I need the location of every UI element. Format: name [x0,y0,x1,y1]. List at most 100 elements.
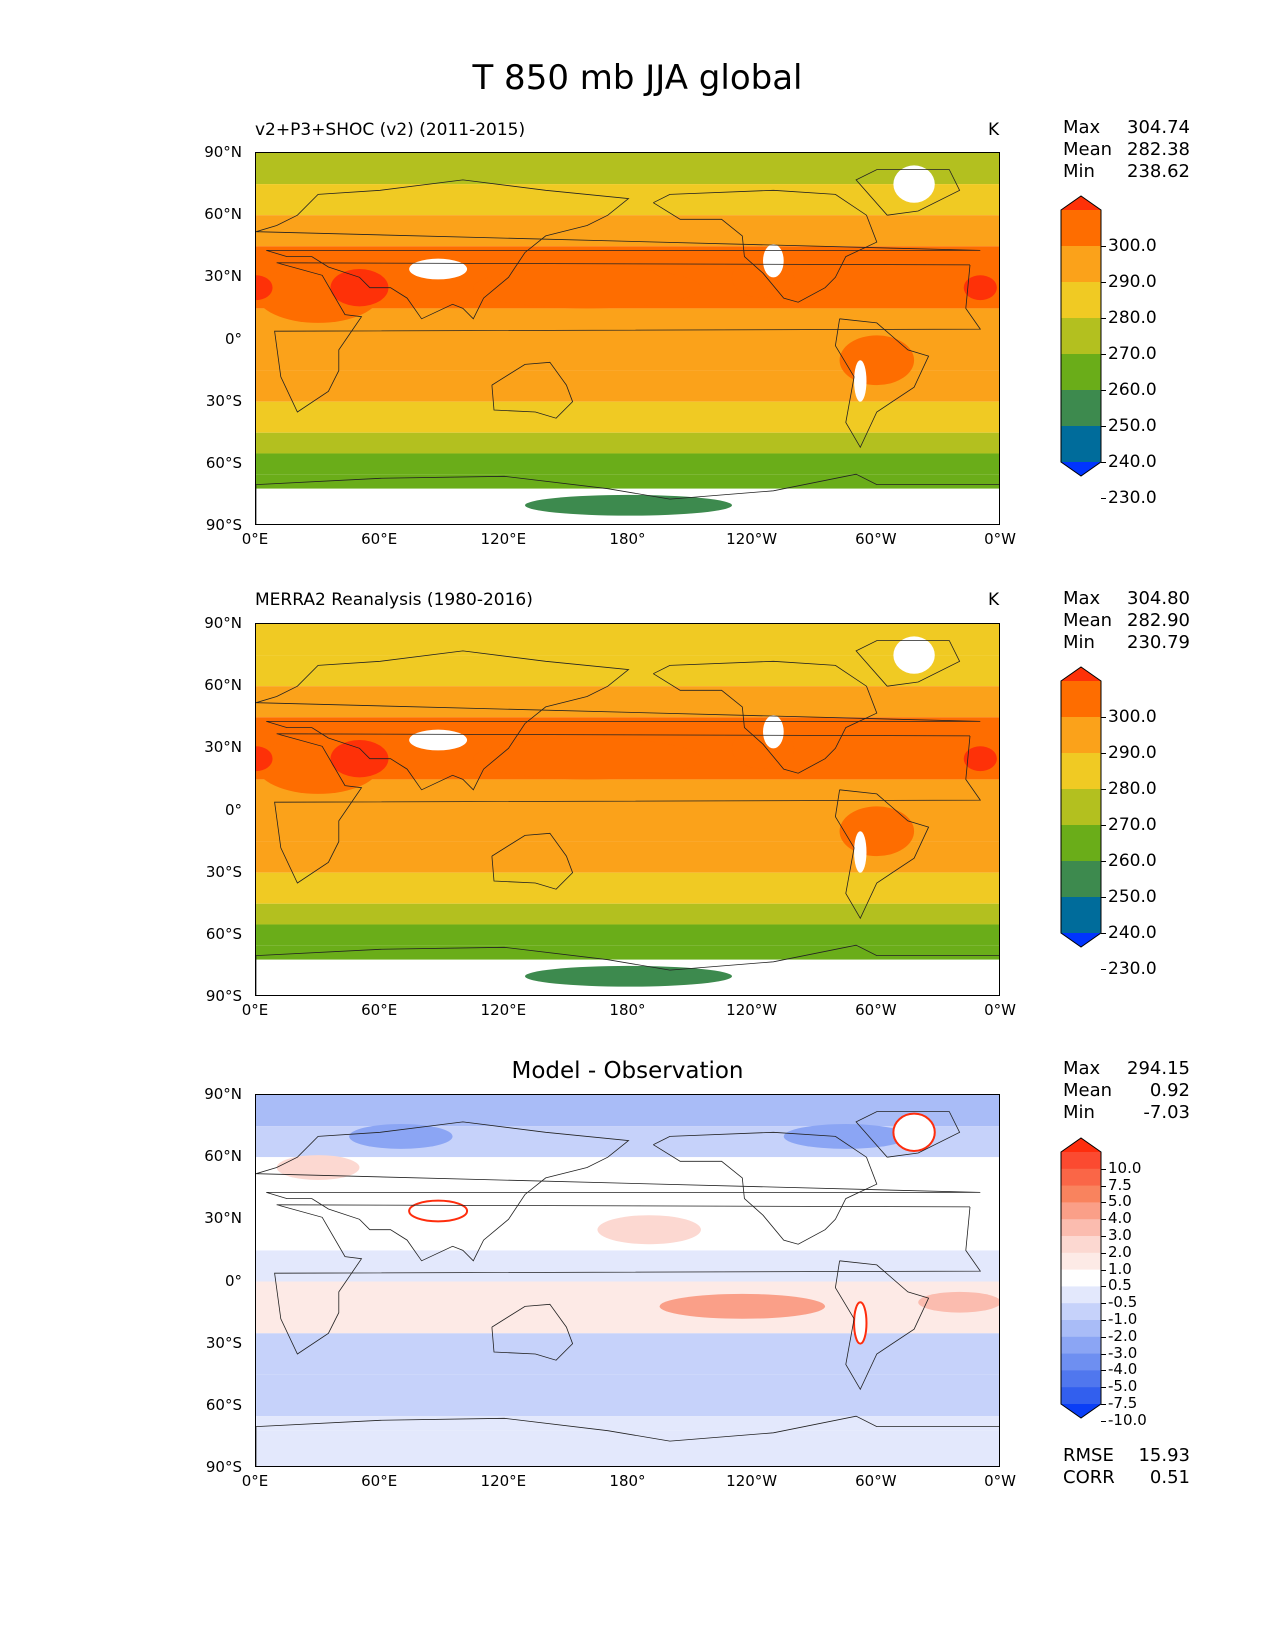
colorbar-segment [1061,282,1101,319]
hot-region-west-africa-east [963,746,997,772]
colorbar-tick [1101,354,1106,355]
y-tick-label: 60°S [205,453,242,472]
colorbar-extend-top [1061,196,1101,210]
x-tick-label: 120°W [726,530,778,548]
colorbar-segment [1061,717,1101,754]
x-tick-label: 60°W [855,530,897,548]
colorbar-tick [1101,1387,1106,1389]
warm-bias-east-pacific [659,1293,826,1319]
max-label: Max [1063,1058,1101,1079]
colorbar-tick [1101,1219,1106,1221]
max-value: 294.15 [1127,1058,1190,1079]
coastline [491,832,574,890]
x-tick-label: 120°E [480,1001,527,1019]
x-tick-label: 0°W [984,1001,1016,1019]
colorbar-swatches [1060,666,1102,948]
colorbar-extend-top [1061,1138,1101,1152]
colorbar-tick [1101,246,1106,247]
terrain-mask-andes [854,831,867,873]
colorbar-label: 3.0 [1108,1226,1132,1244]
zonal-band [256,1095,999,1127]
unit-label: K [988,590,1000,610]
colorbar-label: -7.5 [1108,1394,1138,1412]
coastline [855,640,961,687]
coastline [834,318,930,449]
colorbar-segment [1061,1219,1101,1237]
colorbar-tick [1101,1202,1106,1204]
panel-title: MERRA2 Reanalysis (1980-2016) [255,590,533,610]
map-diff [255,1094,1000,1467]
coastline [855,1111,961,1158]
zonal-band [256,1430,999,1466]
colorbar-segment [1061,1168,1101,1187]
colorbar-segment [1061,1252,1101,1271]
coastline [653,189,878,303]
x-tick-label: 60°E [361,1472,398,1490]
rmse-value: 15.93 [1138,1445,1190,1466]
zonal-band [256,872,999,904]
map-obs [255,623,1000,996]
warm-region-south-america [839,335,915,386]
colorbar-segment [1061,1336,1101,1355]
y-tick-label: 60°N [204,1147,242,1166]
colorbar-tick [1101,318,1106,319]
colorbar-tick [1101,1336,1106,1338]
y-tick-label: 90°N [204,1085,242,1103]
colorbar-segment [1061,1202,1101,1220]
y-tick-label: 90°S [205,516,242,534]
colorbar-segment [1061,390,1101,427]
colorbar-label: -5.0 [1108,1377,1138,1396]
x-tick-label: 60°W [855,1001,897,1019]
colorbar-label: 240.0 [1108,923,1157,943]
terrain-mask-tibet [409,729,468,751]
colorbar-extend-bottom [1061,933,1101,947]
terrain-mask-rockies [763,715,784,749]
colorbar-label: 2.0 [1108,1242,1132,1261]
colorbar-tick [1101,1353,1106,1355]
cold-bias-canada [783,1124,908,1149]
colorbar-tick [1101,1420,1106,1422]
zonal-band [256,945,999,960]
colorbar-segment [1061,681,1101,718]
coastline [855,169,961,216]
colorbar-tick [1101,825,1106,826]
max-label: Max [1063,588,1101,609]
zonal-band [256,903,999,925]
figure-title: T 850 mb JJA global [472,58,803,98]
colorbar-tick [1101,861,1106,862]
zonal-band [256,1157,999,1199]
zonal-band [256,153,999,185]
colorbar-label: 290.0 [1108,743,1157,763]
colorbar-label: 230.0 [1108,959,1157,979]
hot-region-west-africa-east [963,275,997,301]
coastline [653,1131,878,1245]
zonal-band [256,401,999,433]
coastline [256,650,981,791]
rmse-label: RMSE [1063,1445,1114,1466]
x-tick-label: 120°W [726,1472,778,1490]
warm-bias-south-atlantic [918,1291,999,1313]
colorbar-tick [1101,1168,1106,1170]
coastline [653,660,878,774]
zonal-band [256,184,999,216]
coastline [256,1121,981,1262]
colorbar-extend-bottom [1061,1404,1101,1418]
coastline [274,262,982,413]
hot-region-west-africa [256,746,273,772]
zonal-band [256,924,999,946]
zonal-band [256,432,999,454]
coastline [256,473,999,524]
colorbar-tick [1101,1404,1106,1405]
zonal-band [256,1374,999,1417]
colorbar-segment [1061,1152,1101,1170]
terrain-mask-rockies [763,244,784,278]
mean-value: 282.38 [1127,139,1190,160]
colorbar-tick [1101,1185,1106,1187]
colorbar-tick [1101,717,1106,718]
colorbar-tick [1101,897,1106,898]
colorbar-label: -0.5 [1108,1293,1138,1312]
zonal-band [256,655,999,687]
colorbar-label: -3.0 [1108,1343,1138,1362]
y-tick-label: 90°S [205,1458,242,1476]
colorbar-tick [1101,282,1106,283]
